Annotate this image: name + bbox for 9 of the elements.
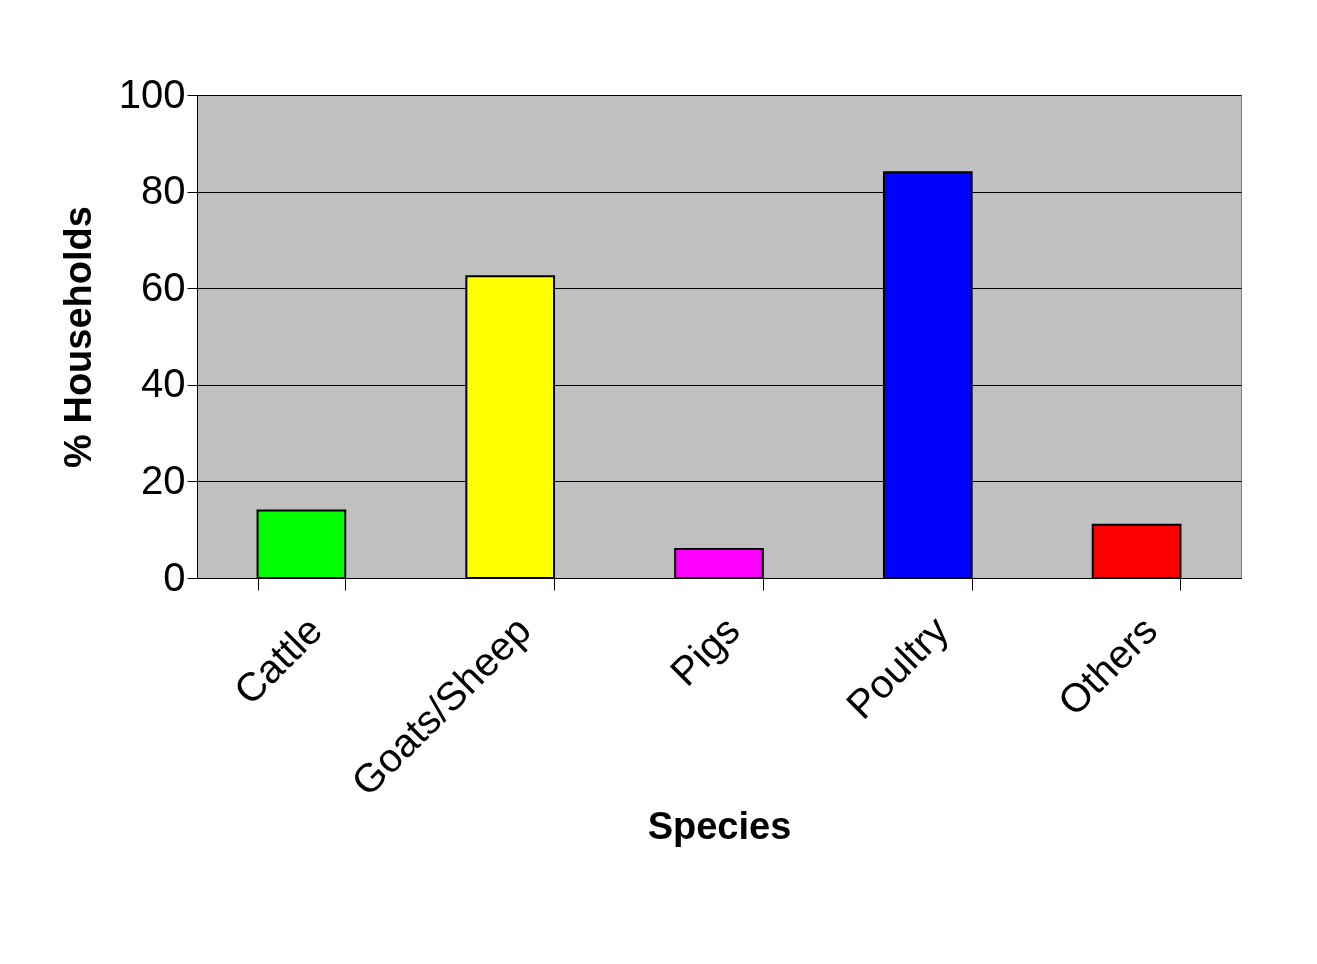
y-tick-label: 20 xyxy=(141,457,186,502)
y-tick-label: 100 xyxy=(118,71,186,116)
y-tick-label: 40 xyxy=(141,361,186,406)
x-tick-label: Pigs xyxy=(661,607,748,694)
y-tick-label: 60 xyxy=(141,264,186,309)
x-axis-title: Species xyxy=(647,804,792,847)
y-axis-title: % Households xyxy=(56,206,99,468)
y-tick-label: 0 xyxy=(163,554,186,599)
y-tick-label: 80 xyxy=(141,168,186,213)
